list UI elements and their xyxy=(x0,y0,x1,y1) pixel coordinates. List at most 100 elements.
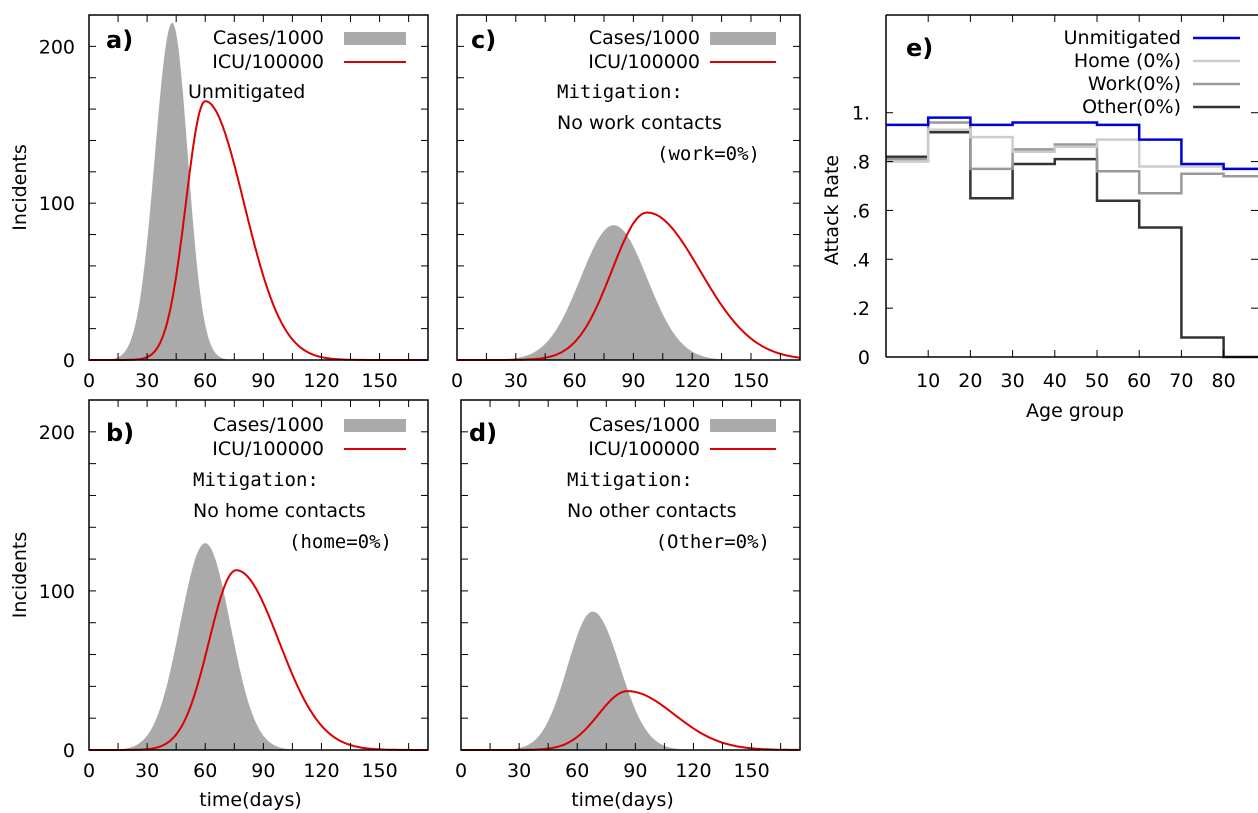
x-tick-label: 120 xyxy=(674,370,710,392)
plot-frame xyxy=(88,399,429,751)
legend-label: Unmitigated xyxy=(1064,27,1181,49)
series-cases-area xyxy=(461,611,800,750)
x-tick-label: 30 xyxy=(135,760,159,782)
plot-frame xyxy=(88,14,429,361)
annotation-text: (Other=0%) xyxy=(656,531,770,553)
x-tick-label: 30 xyxy=(504,370,528,392)
legend-label: Cases/1000 xyxy=(589,27,700,49)
y-tick-label: .4 xyxy=(852,249,870,271)
x-tick-label: 60 xyxy=(1127,370,1151,392)
legend-label: ICU/100000 xyxy=(212,438,324,460)
x-tick-label: 40 xyxy=(1043,370,1067,392)
x-tick-label: 150 xyxy=(361,370,397,392)
x-tick-label: 90 xyxy=(621,370,645,392)
legend-label: Cases/1000 xyxy=(589,414,700,436)
x-tick-label: 90 xyxy=(251,370,275,392)
x-tick-label: 120 xyxy=(303,760,339,782)
annotation-text: Mitigation: xyxy=(557,81,683,103)
legend-swatch-cases xyxy=(710,32,776,45)
x-tick-label: 90 xyxy=(623,760,647,782)
x-tick-label: 60 xyxy=(563,370,587,392)
annotation-text: No other contacts xyxy=(567,500,737,522)
legend-swatch-cases xyxy=(344,32,406,45)
x-tick-label: 20 xyxy=(958,370,982,392)
legend-label: ICU/100000 xyxy=(588,438,700,460)
series-cases-area xyxy=(89,543,428,750)
plot-frame xyxy=(456,14,801,361)
panel-label: c) xyxy=(471,26,496,54)
y-tick-label: .6 xyxy=(852,200,870,222)
x-tick-label: 150 xyxy=(733,760,769,782)
legend-label: Cases/1000 xyxy=(213,27,324,49)
panel-label: e) xyxy=(906,34,933,62)
series-line-work- xyxy=(886,121,1258,195)
x-tick-label: 120 xyxy=(303,370,339,392)
x-tick-label: 60 xyxy=(193,760,217,782)
series-line-other- xyxy=(886,131,1258,359)
y-tick-label: 0 xyxy=(63,740,75,762)
series-line-home- xyxy=(886,128,1258,171)
y-tick-label: .2 xyxy=(852,298,870,320)
panel-b: 0 30 60 90 120 150 0 100 200 Incidents time(days) b… xyxy=(9,399,429,811)
annotation-text: No home contacts xyxy=(193,500,366,522)
y-tick-label: 100 xyxy=(39,193,75,215)
legend-label: ICU/100000 xyxy=(588,51,700,73)
y-tick-label: 100 xyxy=(39,581,75,603)
annotation-text: (work=0%) xyxy=(657,143,760,165)
x-axis-label: Age group xyxy=(1026,400,1124,422)
x-tick-label: 70 xyxy=(1169,370,1193,392)
annotation-text: No work contacts xyxy=(557,112,722,134)
x-tick-label: 10 xyxy=(916,370,940,392)
x-tick-label: 0 xyxy=(83,370,95,392)
x-tick-label: 150 xyxy=(361,760,397,782)
x-tick-label: 30 xyxy=(507,760,531,782)
x-tick-label: 60 xyxy=(193,370,217,392)
annotation-text: Mitigation: xyxy=(193,469,319,491)
x-axis-label: time(days) xyxy=(199,789,302,811)
panel-d: 0 30 60 90 120 150 time(days) d) Cases/1000ICU/1… xyxy=(455,399,801,811)
plot-frame xyxy=(460,399,801,751)
annotation-text: Mitigation: xyxy=(567,469,693,491)
legend-label: ICU/100000 xyxy=(212,51,324,73)
x-tick-label: 0 xyxy=(451,370,463,392)
series-icu-line xyxy=(89,569,428,751)
x-tick-label: 90 xyxy=(251,760,275,782)
y-tick-label: 200 xyxy=(39,422,75,444)
x-tick-label: 30 xyxy=(1001,370,1025,392)
legend-label: Other(0%) xyxy=(1082,96,1181,118)
x-tick-label: 150 xyxy=(733,370,769,392)
legend-label: Work(0%) xyxy=(1088,73,1181,95)
y-tick-label: 1. xyxy=(852,103,870,125)
legend-swatch-cases xyxy=(710,419,776,432)
panel-e: 0 .2 .4 .6 .8 1. 10 20 30 40 50 60 70 80 Age group Atta… xyxy=(821,14,1258,422)
panel-label: a) xyxy=(106,26,133,54)
y-axis-label: Incidents xyxy=(9,532,31,619)
legend-label: Home (0%) xyxy=(1074,50,1181,72)
series-cases-area xyxy=(89,22,428,361)
x-tick-label: 30 xyxy=(135,370,159,392)
panel-label: d) xyxy=(469,419,497,447)
y-tick-label: .8 xyxy=(852,152,870,174)
panel-a: 0 30 60 90 120 150 0 100 200 Incidents a) Cases/100… xyxy=(9,14,429,392)
x-tick-label: 120 xyxy=(675,760,711,782)
annotation-text: (home=0%) xyxy=(289,531,392,553)
x-tick-label: 0 xyxy=(83,760,95,782)
series-cases-area xyxy=(457,225,800,360)
y-axis-label: Attack Rate xyxy=(821,155,843,265)
y-tick-label: 0 xyxy=(858,347,870,369)
legend-swatch-cases xyxy=(344,419,406,432)
x-axis-label: time(days) xyxy=(571,789,674,811)
annotation-text: Unmitigated xyxy=(188,81,305,103)
panel-label: b) xyxy=(106,419,134,447)
series-line-unmitigated xyxy=(886,116,1258,171)
x-tick-label: 0 xyxy=(455,760,467,782)
legend-label: Cases/1000 xyxy=(213,414,324,436)
y-tick-label: 200 xyxy=(39,36,75,58)
x-tick-label: 80 xyxy=(1212,370,1236,392)
y-tick-label: 0 xyxy=(63,350,75,372)
x-tick-label: 50 xyxy=(1085,370,1109,392)
x-tick-label: 60 xyxy=(565,760,589,782)
y-axis-label: Incidents xyxy=(9,144,31,231)
